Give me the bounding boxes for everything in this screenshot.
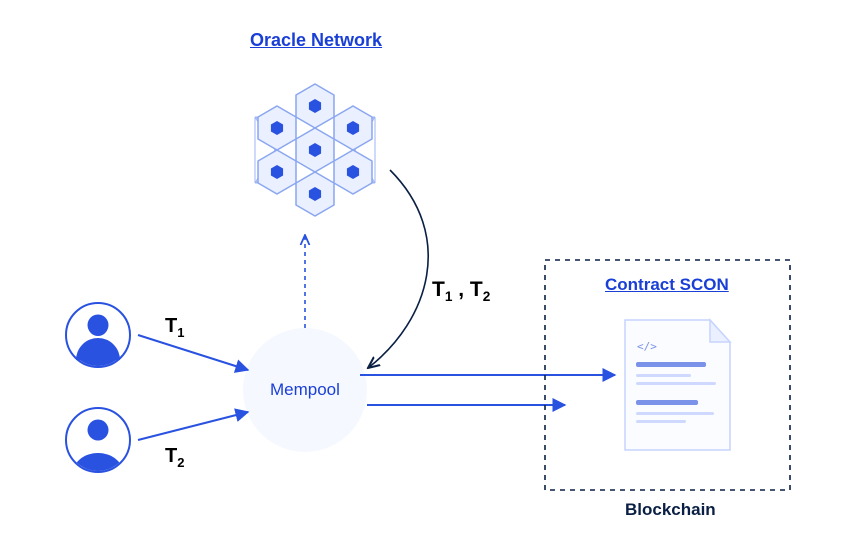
svg-text:</>: </> [637,340,657,353]
user1-icon [66,303,130,380]
oracle-network-title: Oracle Network [250,30,382,51]
mempool-label: Mempool [270,380,340,400]
tx1-tx2-label: T1 , T2 [432,278,490,304]
edge-user1-mempool [138,335,248,370]
edge-user2-mempool [138,412,248,440]
oracle-network-icon [255,84,375,216]
contract-document-icon: </> [625,320,730,450]
tx1-label: T1 [165,315,184,340]
contract-scon-title: Contract SCON [605,275,729,295]
user2-icon [66,408,130,485]
tx2-label: T2 [165,445,184,470]
edge-oracle-mempool [368,170,428,368]
blockchain-label: Blockchain [625,500,716,520]
